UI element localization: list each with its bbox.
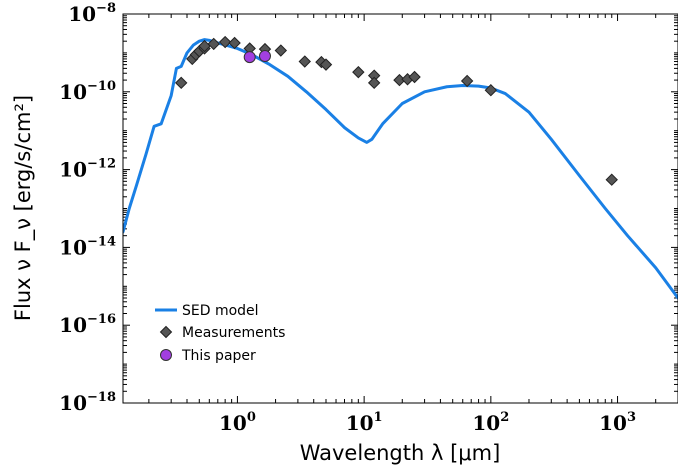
legend-circle-swatch xyxy=(160,349,172,361)
measurement-point xyxy=(408,70,421,84)
measurement-point xyxy=(605,173,618,186)
y-axis-label: Flux ν F_ν [erg/s/cm²] xyxy=(11,95,36,321)
x-tick-label: 103 xyxy=(599,410,636,435)
measurement-point xyxy=(298,55,311,68)
measurement-point xyxy=(207,37,220,51)
plot-area xyxy=(123,14,678,403)
x-axis-label: Wavelength λ [μm] xyxy=(300,441,501,465)
measurement-point xyxy=(352,65,365,79)
y-tick-label: 10−18 xyxy=(59,390,116,415)
measurement-point xyxy=(319,58,333,71)
x-tick-label: 100 xyxy=(219,410,256,435)
x-tick-label: 102 xyxy=(472,410,509,435)
this-paper-point xyxy=(243,51,256,64)
y-tick-label: 10−8 xyxy=(68,1,116,26)
measurement-point xyxy=(367,76,381,90)
tick-labels: 100 101 102 103 10−8 10−10 10−12 10−14 10−16 10−1… xyxy=(59,1,636,435)
y-tick-label: 10−10 xyxy=(59,79,116,104)
measurement-point xyxy=(228,36,241,50)
this-paper-point xyxy=(258,50,271,63)
y-tick-label: 10−12 xyxy=(59,157,116,182)
legend: SED model Measurements This paper xyxy=(155,303,285,364)
measurement-point xyxy=(175,76,188,90)
measurement-point xyxy=(274,44,288,57)
x-tick-label: 101 xyxy=(346,410,383,435)
legend-label: Measurements xyxy=(182,325,285,341)
measurement-point xyxy=(218,35,232,49)
y-tick-label: 10−16 xyxy=(59,312,116,337)
measurement-point xyxy=(484,83,498,97)
measurements-points xyxy=(175,35,618,186)
legend-label: SED model xyxy=(182,303,259,319)
plot-frame xyxy=(122,13,678,404)
y-tick-label: 10−14 xyxy=(59,234,116,259)
legend-label: This paper xyxy=(181,348,256,364)
legend-diamond-swatch xyxy=(159,325,173,339)
measurement-point xyxy=(460,74,474,88)
sed-model-line xyxy=(123,38,678,300)
this-paper-points xyxy=(243,50,271,64)
